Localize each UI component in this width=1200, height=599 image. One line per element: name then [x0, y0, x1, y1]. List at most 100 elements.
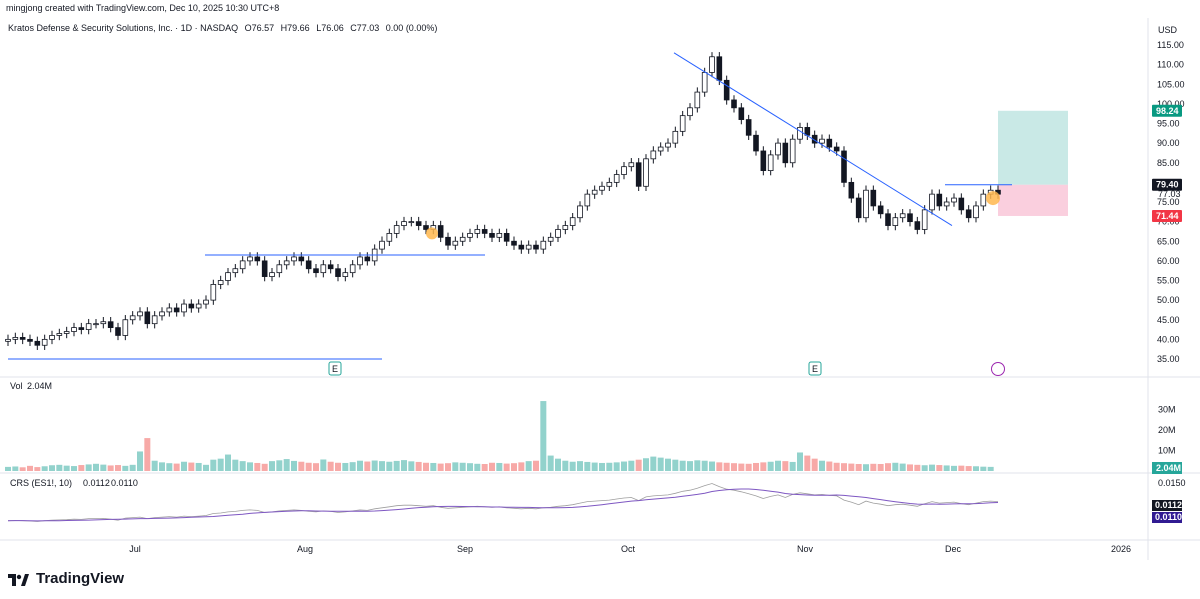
volume-bar	[657, 457, 664, 471]
volume-bar	[423, 462, 429, 471]
volume-bar	[78, 465, 85, 471]
created-by-text: mingjong created with TradingView.com, D…	[6, 3, 280, 13]
volume-bar	[335, 462, 341, 471]
volume-bar	[577, 461, 583, 471]
price-tick-label: 105.00	[1157, 79, 1185, 89]
volume-bar	[723, 462, 730, 471]
candle-body	[958, 197, 965, 211]
volume-bar	[709, 461, 715, 471]
candle-body	[591, 189, 598, 195]
volume-bar	[225, 454, 231, 471]
candle-body	[481, 229, 488, 234]
candle-body	[159, 311, 165, 317]
volume-bar	[833, 462, 840, 471]
volume-bar	[665, 458, 671, 471]
volume-bar	[34, 467, 41, 471]
ohlc-low: L76.06	[316, 23, 344, 33]
earnings-marker-label: E	[812, 364, 818, 374]
volume-bar	[731, 463, 737, 471]
candle-body	[562, 225, 569, 230]
candle-body	[166, 307, 173, 313]
volume-tag: 2.04M	[1156, 463, 1181, 473]
volume-bar	[885, 463, 891, 471]
volume-bar	[210, 459, 217, 471]
candle-body	[819, 138, 825, 144]
volume-bar	[459, 462, 466, 471]
candle-body	[694, 91, 701, 109]
price-tick-label: 60.00	[1157, 256, 1180, 266]
volume-bar	[679, 460, 686, 471]
volume-bar	[804, 455, 811, 471]
earnings-marker-label: E	[332, 364, 338, 374]
volume-bar	[782, 461, 789, 471]
alert-marker-icon	[986, 191, 1000, 206]
candle-body	[899, 213, 906, 219]
volume-bar	[870, 463, 877, 471]
volume-bar	[547, 455, 554, 471]
candle-body	[833, 146, 840, 152]
candle-body	[261, 260, 268, 277]
crs-moving-average-line	[7, 488, 999, 522]
crs-tag-1: 0.0112	[1155, 500, 1182, 510]
volume-value: 2.04M	[27, 381, 52, 391]
candle-body	[467, 232, 473, 238]
candle-body	[672, 130, 679, 144]
volume-bar	[41, 466, 48, 471]
candle-body	[393, 225, 400, 234]
candle-body	[767, 154, 774, 171]
candle-body	[144, 311, 151, 325]
earnings-marker-icon	[808, 361, 822, 376]
volume-bar	[525, 461, 532, 471]
alert-marker-icon	[426, 227, 438, 240]
candle-body	[701, 72, 708, 93]
candle-body	[789, 138, 796, 164]
price-tag-entry: 79.40	[1156, 180, 1179, 190]
volume-bar	[635, 459, 642, 471]
candle-body	[357, 256, 363, 266]
volume-bar	[276, 460, 283, 471]
volume-bar	[430, 462, 437, 471]
volume-bar	[613, 462, 620, 471]
volume-bar	[855, 464, 862, 471]
candle-body	[870, 189, 877, 207]
volume-bar	[716, 462, 723, 471]
volume-bar	[313, 463, 319, 471]
volume-bar	[819, 460, 825, 471]
volume-bar	[907, 464, 913, 471]
candle-body	[100, 321, 107, 325]
volume-bar	[511, 463, 517, 471]
candle-body	[643, 158, 649, 187]
volume-bar	[599, 462, 605, 471]
candle-body	[408, 221, 415, 224]
candle-body	[657, 146, 664, 152]
volume-tick-label: 30M	[1158, 404, 1176, 414]
volume-bar	[672, 459, 679, 471]
volume-bar	[115, 465, 121, 471]
volume-bar	[137, 451, 143, 471]
price-tag-stop-box	[1152, 209, 1182, 222]
volume-bar	[877, 464, 884, 471]
candle-body	[687, 107, 693, 117]
candle-body	[122, 319, 129, 336]
candle-body	[239, 260, 246, 270]
price-tick-label: 55.00	[1157, 276, 1180, 286]
candle-body	[217, 280, 224, 285]
candle-body	[892, 217, 899, 226]
candle-body	[489, 232, 495, 238]
volume-bar	[789, 461, 796, 471]
candle-body	[679, 115, 686, 132]
tradingview-logo-icon	[8, 573, 30, 586]
candle-body	[826, 138, 833, 148]
candle-body	[533, 244, 539, 250]
volume-bar	[49, 465, 55, 471]
candle-body	[349, 264, 356, 274]
volume-bar	[694, 460, 701, 471]
candle-body	[85, 323, 92, 330]
volume-bar	[899, 463, 906, 471]
candle-body	[797, 127, 803, 140]
candle-body	[474, 229, 481, 234]
volume-label: Vol	[10, 381, 23, 391]
price-tick-label: 85.00	[1157, 158, 1180, 168]
candle-body	[613, 174, 620, 183]
